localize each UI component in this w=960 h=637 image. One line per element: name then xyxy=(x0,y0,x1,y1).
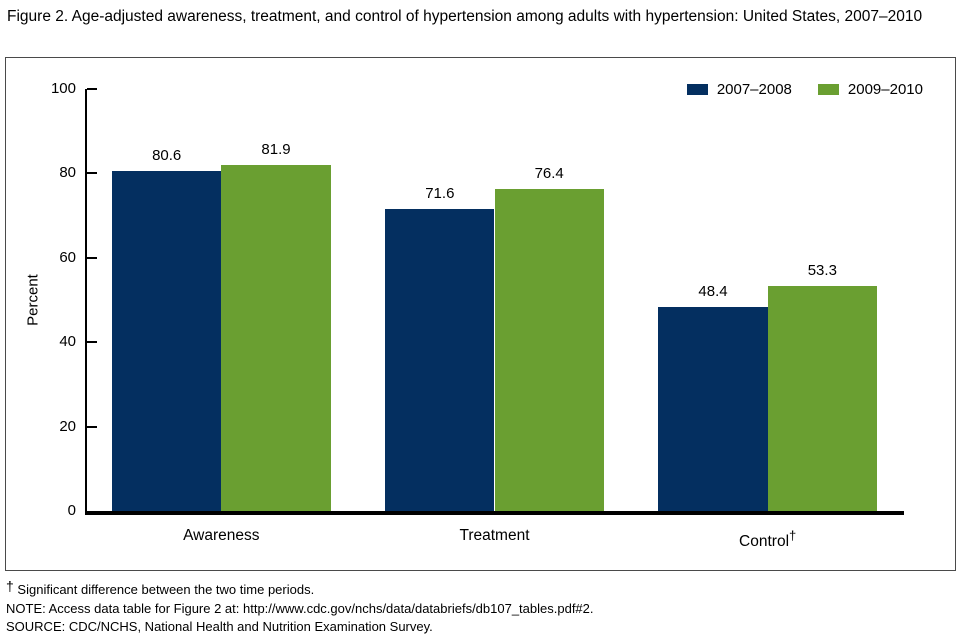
bar-treatment-2007-2008 xyxy=(385,208,495,511)
legend-label-2007-2008: 2007–2008 xyxy=(716,81,792,98)
legend-item-2007-2008: 2007–2008 xyxy=(686,81,792,98)
y-axis-line xyxy=(85,89,87,515)
legend-label-2009-2010: 2009–2010 xyxy=(847,81,923,98)
bar-awareness-2009-2010 xyxy=(221,165,331,511)
x-category-label-treatment: Treatment xyxy=(459,527,530,544)
y-tick-mark xyxy=(87,172,97,175)
footnote-note: NOTE: Access data table for Figure 2 at:… xyxy=(6,600,594,616)
footnotes: † Significant difference between the two… xyxy=(6,577,946,637)
dagger-icon: † xyxy=(789,528,797,543)
y-tick-label: 0 xyxy=(67,502,76,519)
dagger-icon: † xyxy=(6,578,14,594)
legend: 2007–2008 2009–2010 xyxy=(686,81,923,98)
x-axis-line xyxy=(85,511,904,515)
bar-control-2009-2010 xyxy=(767,286,877,511)
bar-control-2007-2008 xyxy=(658,306,768,511)
legend-item-2009-2010: 2009–2010 xyxy=(817,81,923,98)
x-category-label-control: Control† xyxy=(739,528,797,551)
y-tick-label: 100 xyxy=(50,80,76,97)
y-tick-mark xyxy=(87,341,97,344)
bar-value-label: 48.4 xyxy=(698,282,728,300)
bar-value-label: 81.9 xyxy=(261,141,291,159)
chart-frame: Percent 0 20 40 60 80 100 80.6 81.9 Awareness 71.… xyxy=(5,57,956,571)
bar-awareness-2007-2008 xyxy=(112,170,222,511)
bar-value-label: 76.4 xyxy=(534,164,564,182)
y-tick-label: 60 xyxy=(59,248,76,266)
y-axis-title: Percent xyxy=(24,274,42,326)
figure-title: Figure 2. Age-adjusted awareness, treatm… xyxy=(7,8,923,25)
bar-value-label: 53.3 xyxy=(807,262,837,280)
y-tick-label: 20 xyxy=(59,417,76,435)
y-tick-label: 40 xyxy=(59,333,76,351)
bar-value-label: 80.6 xyxy=(152,146,182,164)
bar-value-label: 71.6 xyxy=(425,184,455,202)
x-category-label-awareness: Awareness xyxy=(183,527,260,544)
y-tick-mark xyxy=(87,425,97,428)
footnote-dagger: † Significant difference between the two… xyxy=(6,577,946,600)
legend-swatch-2007-2008 xyxy=(686,84,708,95)
footnote-dagger-text: Significant difference between the two t… xyxy=(17,582,315,597)
chart-area: Percent 0 20 40 60 80 100 80.6 81.9 Awareness 71.… xyxy=(6,58,955,570)
legend-swatch-2009-2010 xyxy=(817,84,839,95)
y-tick-mark xyxy=(87,256,97,259)
bar-treatment-2009-2010 xyxy=(494,188,604,511)
footnote-source: SOURCE: CDC/NCHS, National Health and Nu… xyxy=(6,619,433,634)
y-tick-label: 80 xyxy=(59,164,76,182)
y-tick-mark xyxy=(87,88,97,90)
